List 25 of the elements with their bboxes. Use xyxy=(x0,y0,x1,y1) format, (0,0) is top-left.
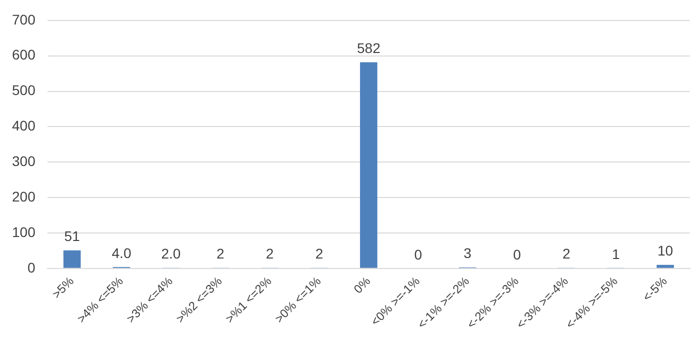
y-tick-label: 700 xyxy=(12,11,36,28)
y-tick-label: 600 xyxy=(12,46,36,63)
data-label: 3 xyxy=(464,245,472,262)
data-label: 582 xyxy=(357,40,381,56)
y-tick-label: 0 xyxy=(28,259,36,276)
data-label: 2 xyxy=(216,246,224,262)
data-label: 2.0 xyxy=(161,246,181,262)
data-label: 0 xyxy=(414,246,422,262)
y-tick-label: 400 xyxy=(12,118,36,134)
y-tick-label: 500 xyxy=(12,82,36,98)
data-label: 2 xyxy=(315,246,324,262)
y-tick-label: 100 xyxy=(12,224,36,240)
bar xyxy=(360,62,378,268)
x-tick-label: 0% xyxy=(350,274,374,296)
bar xyxy=(63,250,81,268)
data-label: 4.0 xyxy=(112,244,132,261)
data-label: 0 xyxy=(513,246,522,262)
data-label: 2 xyxy=(562,246,571,262)
bar xyxy=(656,264,674,268)
data-label: 2 xyxy=(266,246,274,262)
y-tick-label: 200 xyxy=(12,188,36,204)
y-tick-label: 300 xyxy=(12,152,36,169)
data-label: 51 xyxy=(64,228,80,244)
data-label: 10 xyxy=(657,242,674,259)
data-label: 1 xyxy=(612,246,620,262)
